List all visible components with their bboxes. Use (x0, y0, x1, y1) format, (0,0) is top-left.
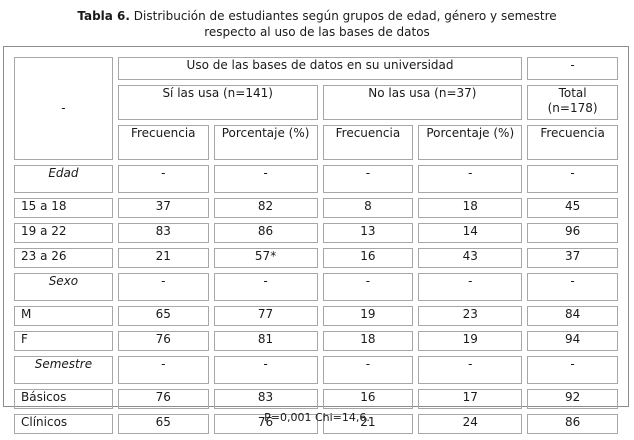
section-label: Edad (14, 165, 113, 193)
data-table: - Uso de las bases de datos en su univer… (9, 52, 623, 439)
corner-cell: - (14, 57, 113, 160)
table-caption: Tabla 6. Distribución de estudiantes seg… (0, 8, 634, 40)
table-cell: 18 (418, 198, 523, 218)
table-cell: - (527, 356, 618, 384)
row-label: 23 a 26 (14, 248, 113, 268)
table-cell: 16 (322, 389, 414, 409)
table-cell: - (213, 356, 318, 384)
table-row: M 65 77 19 23 84 (14, 306, 618, 326)
table-cell: 76 (213, 414, 318, 434)
caption-label: Tabla 6. (77, 9, 130, 23)
table-frame (3, 46, 629, 407)
table-cell: 16 (322, 248, 414, 268)
table-cell: 76 (117, 389, 209, 409)
table-cell: 86 (527, 414, 618, 434)
table-cell: 43 (418, 248, 523, 268)
table-cell: 94 (527, 331, 618, 351)
table-cell: - (213, 165, 318, 193)
table-cell: 57* (213, 248, 318, 268)
row-label: F (14, 331, 113, 351)
table-cell: - (322, 273, 414, 301)
table-cell: - (117, 273, 209, 301)
row-label: Básicos (14, 389, 113, 409)
section-label: Semestre (14, 356, 113, 384)
table-row: 23 a 26 21 57* 16 43 37 (14, 248, 618, 268)
table-cell: 18 (322, 331, 414, 351)
col-header: Porcentaje (%) (418, 125, 523, 160)
table-cell: 19 (322, 306, 414, 326)
table-cell: - (418, 273, 523, 301)
section-row: Semestre - - - - - (14, 356, 618, 384)
table-cell: - (418, 165, 523, 193)
caption-line-1: Distribución de estudiantes según grupos… (133, 9, 557, 23)
table-cell: 77 (213, 306, 318, 326)
table-cell: - (117, 165, 209, 193)
table-cell: 83 (117, 223, 209, 243)
col-header: Frecuencia (117, 125, 209, 160)
no-header: No las usa (n=37) (322, 85, 523, 120)
table-cell: 13 (322, 223, 414, 243)
total-header: Total (n=178) (527, 85, 618, 120)
table-cell: 81 (213, 331, 318, 351)
table-cell: 17 (418, 389, 523, 409)
table-cell: - (322, 165, 414, 193)
table-cell: 92 (527, 389, 618, 409)
col-header: Porcentaje (%) (213, 125, 318, 160)
table-row: 15 a 18 37 82 8 18 45 (14, 198, 618, 218)
section-row: Edad - - - - - (14, 165, 618, 193)
table-cell: 96 (527, 223, 618, 243)
table-cell: - (322, 356, 414, 384)
group-header: Uso de las bases de datos en su universi… (117, 57, 523, 80)
col-header: Frecuencia (322, 125, 414, 160)
table-cell: 65 (117, 306, 209, 326)
table-cell: 83 (213, 389, 318, 409)
table-cell: 21 (117, 248, 209, 268)
row-label: 15 a 18 (14, 198, 113, 218)
table-cell: 37 (117, 198, 209, 218)
table-row: Básicos 76 83 16 17 92 (14, 389, 618, 409)
table-row: Clínicos 65 76 21 24 86 (14, 414, 618, 434)
table-cell: - (527, 165, 618, 193)
table-cell: 45 (527, 198, 618, 218)
group-header-right: - (527, 57, 618, 80)
table-row: 19 a 22 83 86 13 14 96 (14, 223, 618, 243)
footnote: P=0,001 Chi=14,6. (264, 411, 370, 424)
table-row: F 76 81 18 19 94 (14, 331, 618, 351)
table-cell: 24 (418, 414, 523, 434)
table-cell: - (213, 273, 318, 301)
section-label: Sexo (14, 273, 113, 301)
table-cell: 82 (213, 198, 318, 218)
table-cell: 86 (213, 223, 318, 243)
section-row: Sexo - - - - - (14, 273, 618, 301)
row-label: 19 a 22 (14, 223, 113, 243)
table-cell: 37 (527, 248, 618, 268)
table-cell: 8 (322, 198, 414, 218)
table-cell: 76 (117, 331, 209, 351)
table-cell: - (117, 356, 209, 384)
caption-line-2: respecto al uso de las bases de datos (204, 25, 430, 39)
table-cell: - (527, 273, 618, 301)
table-cell: 65 (117, 414, 209, 434)
table-cell: 19 (418, 331, 523, 351)
total-header-line-1: Total (558, 86, 587, 100)
total-header-line-2: (n=178) (547, 101, 598, 115)
table-cell: 84 (527, 306, 618, 326)
table-cell: - (418, 356, 523, 384)
table-cell: 14 (418, 223, 523, 243)
row-label: Clínicos (14, 414, 113, 434)
table-cell: 23 (418, 306, 523, 326)
row-label: M (14, 306, 113, 326)
si-header: Sí las usa (n=141) (117, 85, 318, 120)
col-header: Frecuencia (527, 125, 618, 160)
table-cell: 21 (322, 414, 414, 434)
